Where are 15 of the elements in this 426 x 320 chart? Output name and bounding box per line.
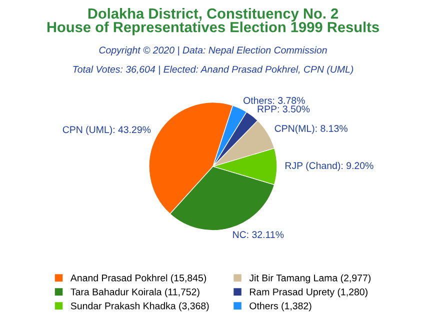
data-label: CPN (UML): 43.29% [62,126,151,135]
data-label: CPN(ML): 8.13% [274,124,348,134]
legend-label: Jit Bir Tamang Lama (2,977) [249,274,371,284]
data-label: Others: 3.78% [244,96,305,104]
legend-label: Ram Prasad Uprety (1,280) [250,288,368,298]
data-label: RJP (Chand): 9.20% [285,162,374,171]
chart-title: Dolakha District, Constituency No. 2 House of Representatives Election 1999 Results [47,8,379,36]
legend-label: Tara Bahadur Koirala (11,752) [70,288,200,298]
legend-label: Sundar Prakash Khadka (3,368) [70,302,209,312]
text: Total Votes: 36,604 | Elected: Anand Prasad Pokhrel, CPN (UML) [73,66,354,75]
legend-label: Others (1,382) [250,302,312,312]
legend-label: Anand Prasad Pokhrel (15,845) [70,274,206,284]
chart-subtitle: Copyright © 2020 | Data: Nepal Election Commission [99,46,327,56]
data-label: NC: 32.11% [233,231,284,238]
data-label: RPP: 3.50% [258,106,310,112]
